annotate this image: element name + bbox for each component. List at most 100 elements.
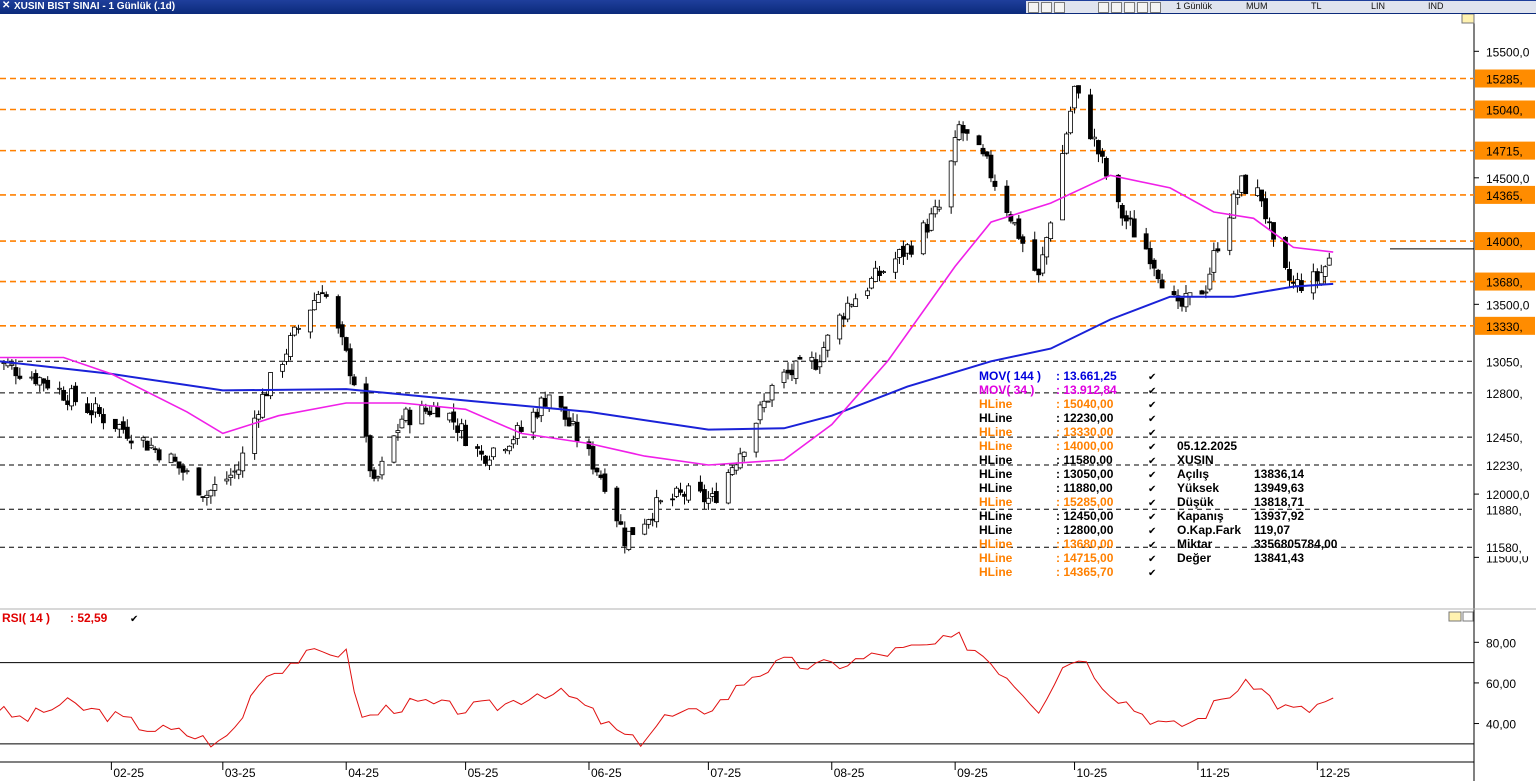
candle-body bbox=[168, 453, 174, 464]
candle-body bbox=[280, 364, 285, 372]
xtick-label: 12-25 bbox=[1319, 766, 1350, 780]
candle-body bbox=[296, 327, 301, 330]
candle-body bbox=[101, 414, 106, 424]
indicator-select[interactable]: IND bbox=[1428, 1, 1444, 11]
visible-check-icon: ✔ bbox=[1148, 400, 1156, 411]
candle-body bbox=[403, 408, 409, 421]
candle-body bbox=[37, 377, 43, 386]
candle-body bbox=[849, 304, 855, 307]
candle-body bbox=[479, 450, 484, 455]
candle-body bbox=[546, 394, 552, 409]
candle-body bbox=[809, 356, 815, 362]
candle-body bbox=[936, 206, 942, 210]
ytick-label: 14500,0 bbox=[1486, 172, 1530, 186]
chart-type-icon[interactable] bbox=[1028, 2, 1039, 13]
price-tag: 11580, bbox=[1486, 541, 1522, 555]
candle-body bbox=[1318, 272, 1324, 285]
candle-body bbox=[845, 302, 851, 320]
candle-body bbox=[399, 418, 405, 429]
candle-body bbox=[33, 373, 39, 385]
price-tag: 13050, bbox=[1486, 355, 1523, 369]
candle-body bbox=[116, 424, 122, 430]
candle-body bbox=[335, 296, 341, 329]
info-row-value: : 12800,00 bbox=[1056, 523, 1114, 537]
info-row-name: HLine bbox=[979, 453, 1013, 467]
candle-body bbox=[534, 411, 540, 418]
candle-body bbox=[73, 385, 78, 403]
candle-body bbox=[148, 444, 154, 449]
style-select[interactable]: MUM bbox=[1246, 1, 1268, 11]
info-row-value: : 14365,70 bbox=[1056, 565, 1114, 579]
currency-select[interactable]: TL bbox=[1311, 1, 1322, 11]
candle-body bbox=[152, 448, 158, 451]
price-tag-bg bbox=[1475, 232, 1535, 251]
candle-body bbox=[288, 335, 293, 357]
zoom-icon[interactable] bbox=[1054, 2, 1065, 13]
candle-body bbox=[670, 498, 675, 501]
candle-body bbox=[737, 453, 743, 469]
candle-body bbox=[908, 245, 914, 255]
candle-body bbox=[1322, 266, 1328, 277]
candle-body bbox=[506, 445, 512, 452]
candle-body bbox=[1008, 214, 1014, 222]
candle-body bbox=[590, 446, 596, 470]
candle-body bbox=[1092, 136, 1097, 140]
candle-body bbox=[1295, 279, 1300, 287]
price-tag-bg bbox=[1475, 428, 1535, 447]
candle-body bbox=[761, 400, 767, 409]
settings-icon[interactable] bbox=[1098, 2, 1109, 13]
visible-check-icon: ✔ bbox=[1148, 470, 1156, 481]
scale-select[interactable]: LIN bbox=[1371, 1, 1386, 11]
period-select[interactable]: 1 Günlük bbox=[1176, 1, 1213, 11]
price-tag: 14715, bbox=[1486, 145, 1523, 159]
rsi-line bbox=[0, 631, 1334, 748]
candle-body bbox=[793, 360, 799, 379]
candle-body bbox=[1314, 271, 1320, 282]
price-tag-bg bbox=[1475, 500, 1535, 519]
ohlc-label: Miktar bbox=[1177, 537, 1213, 551]
candle-body bbox=[1044, 237, 1050, 258]
price-tag: 13680, bbox=[1486, 276, 1523, 290]
price-tag-bg bbox=[1475, 100, 1535, 119]
candle-body bbox=[709, 493, 715, 497]
info-row-value: : 13050,00 bbox=[1056, 467, 1114, 481]
candle-body bbox=[682, 493, 687, 497]
visible-check-icon: ✔ bbox=[1148, 512, 1156, 523]
pencil-icon[interactable] bbox=[1137, 2, 1148, 13]
candle-body bbox=[451, 411, 457, 423]
candle-body bbox=[343, 337, 349, 351]
candle-body bbox=[594, 467, 600, 473]
move-icon[interactable] bbox=[1150, 2, 1161, 13]
candle-body bbox=[423, 407, 429, 412]
info-row-value: : 13330,00 bbox=[1056, 425, 1114, 439]
ytick-label: 15500,0 bbox=[1486, 45, 1530, 59]
close-icon[interactable]: ✕ bbox=[2, 0, 11, 11]
print-icon[interactable] bbox=[1041, 2, 1052, 13]
candle-body bbox=[1179, 297, 1185, 307]
candle-body bbox=[371, 469, 377, 479]
candle-body bbox=[459, 423, 465, 432]
line-icon[interactable] bbox=[1124, 2, 1135, 13]
info-row-value: : 11880,00 bbox=[1056, 481, 1113, 495]
candle-body bbox=[618, 521, 624, 525]
candle-body bbox=[475, 446, 480, 449]
ohlc-date: 05.12.2025 bbox=[1177, 439, 1237, 453]
candle-body bbox=[395, 430, 401, 434]
chart-toolbar: 1 Günlük MUM TL LIN IND bbox=[1026, 1, 1536, 13]
candle-body bbox=[1143, 233, 1149, 250]
candle-body bbox=[57, 387, 63, 390]
window-titlebar: ✕ XUSIN BIST SINAI - 1 Günlük (.1d) 1 Gü… bbox=[0, 0, 1536, 14]
candle-body bbox=[785, 369, 791, 374]
candle-body bbox=[1131, 218, 1137, 238]
candle-body bbox=[741, 451, 747, 457]
visible-check-icon: ✔ bbox=[1148, 484, 1156, 495]
xtick-label: 06-25 bbox=[591, 766, 622, 780]
candle-body bbox=[180, 465, 186, 473]
candle-body bbox=[1040, 254, 1046, 274]
candle-body bbox=[781, 371, 787, 383]
rsi-menu-icon bbox=[1448, 611, 1462, 622]
xtick-label: 07-25 bbox=[710, 766, 741, 780]
rsi-label: RSI( 14 ) bbox=[2, 611, 50, 625]
draw-icon[interactable] bbox=[1111, 2, 1122, 13]
